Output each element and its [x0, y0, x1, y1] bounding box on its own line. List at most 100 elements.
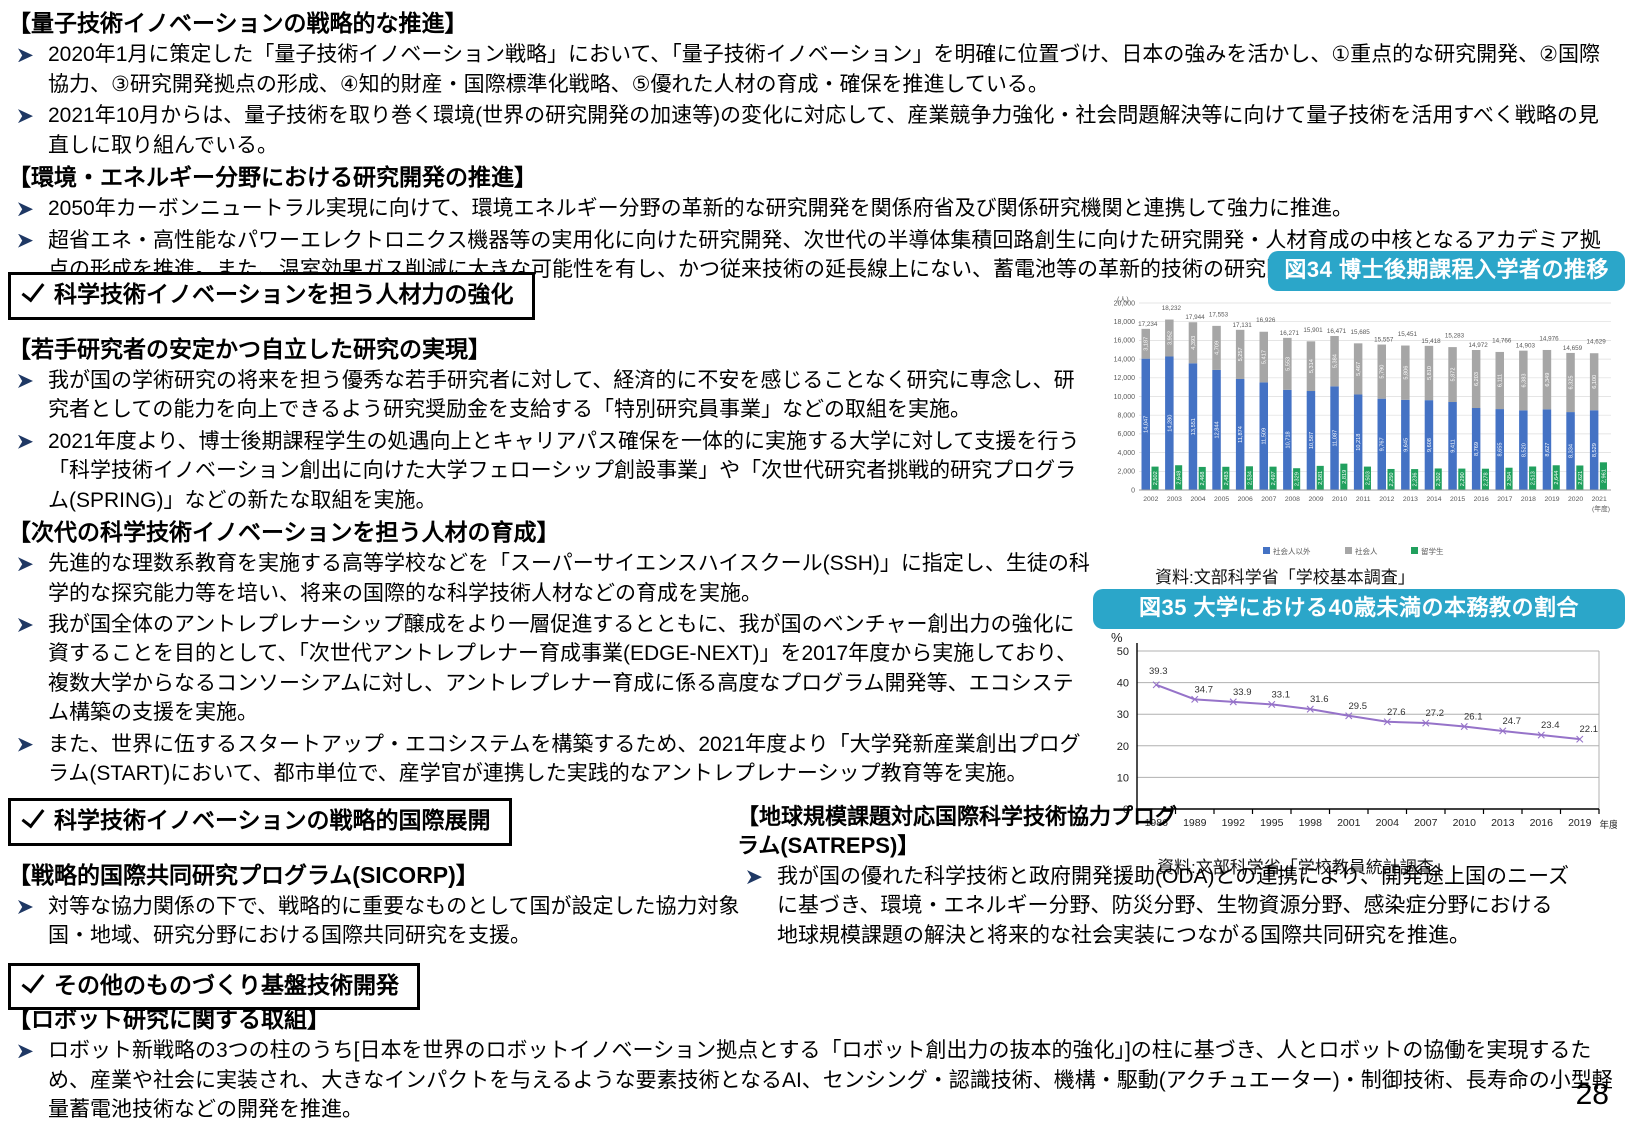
svg-text:2017: 2017: [1497, 496, 1512, 503]
svg-text:17,131: 17,131: [1233, 322, 1253, 329]
svg-text:9,608: 9,608: [1427, 438, 1433, 452]
top-section: 【量子技術イノベーションの戦略的な推進】 2020年1月に策定した「量子技術イノ…: [8, 6, 1618, 286]
svg-text:34.7: 34.7: [1195, 684, 1214, 695]
svg-text:6,100: 6,100: [1592, 375, 1598, 389]
bullet-text: 我が国の優れた科学技術と政府開発援助(ODA)との連携により、開発途上国のニーズ…: [777, 865, 1569, 947]
svg-text:14,766: 14,766: [1492, 337, 1512, 344]
svg-text:5,553: 5,553: [1285, 357, 1291, 371]
svg-text:(人): (人): [1117, 296, 1129, 304]
svg-text:2012: 2012: [1379, 496, 1394, 503]
bullet-item: 先進的な理数系教育を実施する高等学校などを「スーパーサイエンスハイスクール(SS…: [8, 549, 1090, 608]
svg-text:社会人: 社会人: [1355, 546, 1378, 556]
svg-text:33.9: 33.9: [1233, 687, 1252, 698]
bullet-item: 対等な協力関係の下で、戦略的に重要なものとして国が設定した協力対象国・地域、研究…: [8, 892, 748, 951]
svg-text:16,271: 16,271: [1280, 330, 1300, 337]
svg-text:2,513: 2,513: [1531, 471, 1537, 485]
svg-text:23.4: 23.4: [1541, 720, 1560, 731]
svg-text:8,529: 8,529: [1592, 443, 1598, 457]
fig34-chart: 0 2,000 4,000 6,000 8,000 10,000 12,000 14,000 1…: [1093, 295, 1625, 561]
svg-text:10,000: 10,000: [1114, 394, 1136, 401]
svg-text:14,047: 14,047: [1144, 416, 1150, 433]
svg-text:15,901: 15,901: [1303, 327, 1323, 334]
svg-text:15,451: 15,451: [1398, 331, 1418, 338]
svg-text:33.1: 33.1: [1272, 689, 1291, 700]
svg-text:14,659: 14,659: [1563, 345, 1583, 352]
checkmark-icon: [21, 968, 45, 994]
svg-text:社会人以外: 社会人以外: [1273, 546, 1311, 556]
bullet-text: ロボット新戦略の3つの柱のうち[日本を世界のロボットイノベーション拠点とする「ロ…: [48, 1039, 1613, 1122]
nextgen-heading: 【次代の科学技術イノベーションを担う人材の育成】: [8, 518, 560, 545]
bullet-item: 我が国全体のアントレプレナーシップ醸成をより一層促進するとともに、我が国のベンチ…: [8, 610, 1090, 728]
satreps-section: 【地球規模課題対応国際科学技術協力プログラム(SATREPS)】 我が国の優れた…: [737, 800, 1569, 952]
svg-text:10: 10: [1117, 772, 1129, 784]
svg-text:6,325: 6,325: [1569, 376, 1575, 390]
svg-text:10,218: 10,218: [1356, 434, 1362, 451]
svg-text:16,471: 16,471: [1327, 328, 1347, 335]
bullet-item: また、世界に伍するスタートアップ・エコシステムを構築するため、2021年度より「…: [8, 730, 1090, 789]
svg-text:10,718: 10,718: [1285, 431, 1291, 448]
svg-text:29.5: 29.5: [1349, 701, 1368, 712]
svg-text:5,872: 5,872: [1451, 368, 1457, 382]
svg-text:14,972: 14,972: [1469, 342, 1489, 349]
arrow-bullet-icon: [18, 48, 33, 63]
bullet-item: ロボット新戦略の3つの柱のうち[日本を世界のロボットイノベーション拠点とする「ロ…: [8, 1036, 1620, 1124]
checkmark-icon: [21, 277, 45, 303]
svg-text:20: 20: [1117, 741, 1129, 753]
svg-text:2007: 2007: [1261, 496, 1276, 503]
svg-text:2003: 2003: [1167, 496, 1182, 503]
svg-text:2004: 2004: [1190, 496, 1205, 503]
svg-text:16,926: 16,926: [1256, 317, 1276, 324]
svg-text:12,844: 12,844: [1215, 421, 1221, 438]
svg-text:5,806: 5,806: [1403, 366, 1409, 380]
svg-text:2,497: 2,497: [1271, 471, 1277, 485]
svg-text:1989: 1989: [1183, 817, 1207, 829]
arrow-bullet-icon: [18, 618, 33, 633]
svg-text:2,483: 2,483: [1224, 471, 1230, 485]
svg-text:2,534: 2,534: [1247, 471, 1253, 485]
svg-text:9,645: 9,645: [1403, 438, 1409, 452]
svg-text:2,302: 2,302: [1436, 472, 1442, 486]
svg-text:5,810: 5,810: [1427, 366, 1433, 380]
svg-text:2,329: 2,329: [1295, 472, 1301, 486]
svg-text:2007: 2007: [1414, 817, 1438, 829]
arrow-bullet-icon: [18, 899, 33, 914]
arrow-bullet-icon: [18, 373, 33, 388]
boxed-heading-label: 科学技術イノベーションの戦略的国際展開: [54, 807, 491, 833]
svg-text:2008: 2008: [1285, 496, 1300, 503]
svg-text:15,418: 15,418: [1421, 338, 1441, 345]
boxed-heading-international: 科学技術イノベーションの戦略的国際展開: [8, 798, 512, 846]
young-heading: 【若手研究者の安定かつ自立した研究の実現】: [8, 335, 491, 362]
fig35-chart: 0 10 20 30 40 50 39.3 1986 34.7 1989 33.9 1992 33.1 1…: [1093, 631, 1625, 849]
svg-text:13,551: 13,551: [1191, 418, 1197, 435]
svg-text:2,621: 2,621: [1578, 471, 1584, 485]
svg-text:8,769: 8,769: [1474, 442, 1480, 456]
svg-text:2,250: 2,250: [1389, 472, 1395, 486]
svg-text:5,417: 5,417: [1262, 350, 1268, 364]
svg-text:(年度): (年度): [1592, 504, 1610, 513]
bullet-text: 対等な協力関係の下で、戦略的に重要なものとして国が設定した協力対象国・地域、研究…: [48, 894, 740, 948]
svg-text:18,000: 18,000: [1114, 319, 1136, 326]
svg-text:15,283: 15,283: [1445, 333, 1465, 340]
bullet-item: 2021年度より、博士後期課程学生の処遇向上とキャリアパス確保を一体的に実施する…: [8, 427, 1090, 515]
figure-35: 図35 大学における40歳未満の本務教の割合 0 10 20 30 40 50 39.3 19…: [1093, 589, 1625, 878]
arrow-bullet-icon: [18, 557, 33, 572]
svg-text:27.6: 27.6: [1387, 707, 1406, 718]
bullet-text: 我が国の学術研究の将来を担う優秀な若手研究者に対して、経済的に不安を感じることな…: [48, 368, 1075, 422]
fig35-source: 資料:文部科学省「学校教員統計調査」: [1157, 858, 1451, 877]
svg-text:3,952: 3,952: [1167, 331, 1173, 345]
svg-text:2,503: 2,503: [1365, 471, 1371, 485]
left-column: 科学技術イノベーションを担う人材力の強化 【若手研究者の安定かつ自立した研究の実…: [8, 272, 1090, 790]
bullet-text: 我が国全体のアントレプレナーシップ醸成をより一層促進するとともに、我が国のベンチ…: [48, 613, 1078, 725]
satreps-heading: 【地球規模課題対応国際科学技術協力プログラム(SATREPS)】: [737, 804, 1178, 859]
svg-text:8,655: 8,655: [1498, 443, 1504, 457]
svg-text:3,187: 3,187: [1144, 337, 1150, 351]
svg-text:2,819: 2,819: [1342, 470, 1348, 484]
boxed-heading-monozukuri: その他のものづくり基盤技術開発: [8, 962, 420, 1011]
arrow-bullet-icon: [18, 109, 33, 124]
svg-text:2014: 2014: [1426, 496, 1441, 503]
bullet-item: 2020年1月に策定した「量子技術イノベーション戦略」において、「量子技術イノベ…: [8, 40, 1618, 99]
svg-text:0: 0: [1131, 487, 1135, 494]
bullet-text: 先進的な理数系教育を実施する高等学校などを「スーパーサイエンスハイスクール(SS…: [48, 552, 1090, 605]
svg-text:27.2: 27.2: [1426, 708, 1445, 719]
svg-text:5,467: 5,467: [1356, 362, 1362, 376]
